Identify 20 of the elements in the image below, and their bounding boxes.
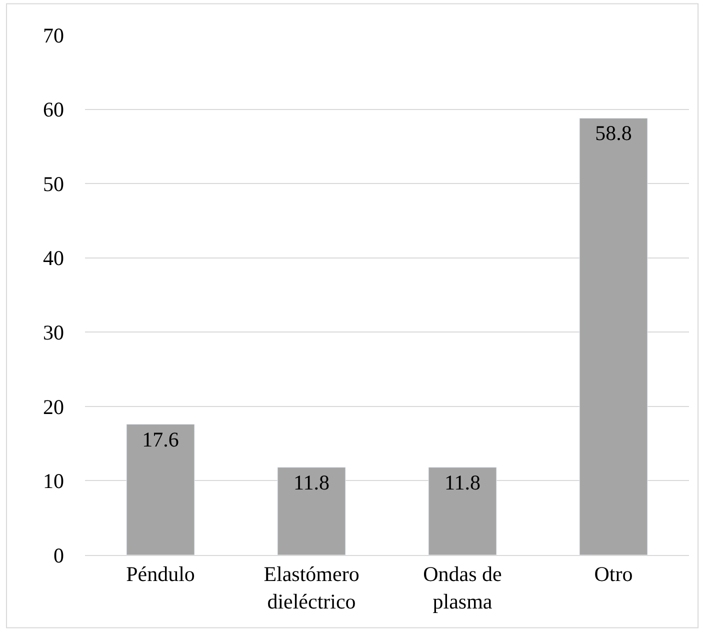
x-tick-label: Péndulo xyxy=(126,562,195,586)
bar xyxy=(126,424,195,555)
x-tick-label: Ondas de plasma xyxy=(423,562,502,614)
y-tick-label: 10 xyxy=(43,469,64,494)
bar xyxy=(277,467,346,555)
x-tick-label: Elastómero dieléctrico xyxy=(264,562,360,614)
y-tick-label: 20 xyxy=(43,394,64,419)
y-tick-label: 50 xyxy=(43,172,64,196)
y-tick-label: 0 xyxy=(54,543,64,568)
y-tick-label: 70 xyxy=(43,23,64,48)
data-label: 17.6 xyxy=(142,427,179,452)
bar xyxy=(579,118,648,555)
y-tick-label: 40 xyxy=(43,246,64,270)
data-label: 11.8 xyxy=(444,470,480,494)
data-label: 58.8 xyxy=(595,121,632,146)
y-tick-label: 30 xyxy=(43,320,64,344)
data-label: 11.8 xyxy=(294,470,330,494)
y-tick-label: 60 xyxy=(43,98,64,122)
x-tick-label: Otro xyxy=(594,562,633,586)
bar xyxy=(428,467,497,555)
